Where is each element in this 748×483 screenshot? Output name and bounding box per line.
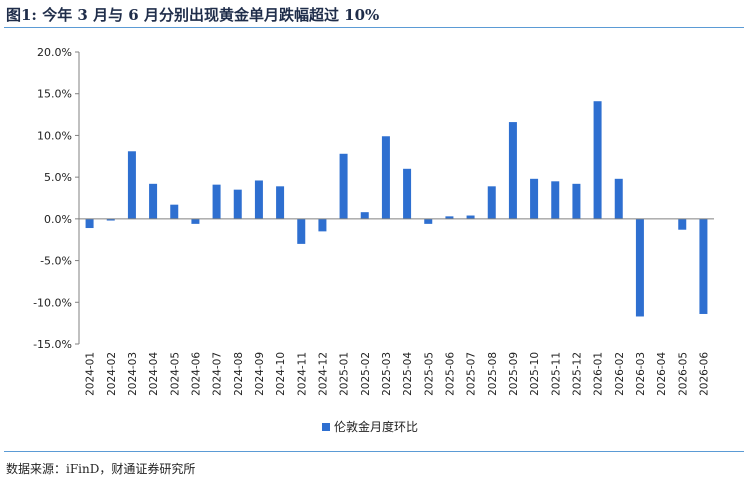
bar (635, 218, 644, 317)
x-tick-label: 2026-04 (656, 352, 668, 396)
y-tick-label: -15.0% (33, 338, 72, 351)
bar (445, 216, 454, 219)
x-tick-label: 2024-11 (296, 352, 308, 396)
bar (360, 212, 369, 219)
x-tick-label: 2024-07 (212, 352, 224, 396)
y-axis: 20.0% 15.0% 10.0% 5.0% 0.0% -5.0% -10.0% -15.0% (33, 46, 80, 351)
legend-label: 伦敦金月度环比 (334, 420, 419, 434)
x-tick-label: 2024-06 (190, 352, 202, 396)
page-title: 图1: 今年 3 月与 6 月分别出现黄金单月跌幅超过 10% (6, 6, 380, 24)
bar (614, 178, 623, 219)
x-tick-label: 2024-01 (85, 352, 97, 396)
x-tick-label: 2025-05 (423, 352, 435, 396)
bar (212, 184, 221, 219)
bar (297, 218, 306, 244)
y-tick-label: 10.0% (37, 129, 72, 142)
bar (699, 218, 708, 314)
x-tick-label: 2026-03 (635, 352, 647, 396)
x-tick-label: 2025-10 (529, 352, 541, 396)
x-tick-label: 2024-03 (127, 352, 139, 396)
x-tick-label: 2024-02 (106, 352, 118, 396)
bar (191, 218, 200, 224)
x-tick-label: 2026-01 (593, 352, 605, 396)
bar (233, 189, 242, 219)
bar (254, 180, 263, 219)
bar (466, 215, 475, 219)
bar (85, 218, 94, 229)
x-tick-label: 2025-07 (466, 352, 478, 396)
bars (85, 101, 708, 317)
x-axis: 2024-01 2024-02 2024-03 2024-04 2024-05 2024-… (79, 218, 714, 396)
y-tick-label: -5.0% (40, 255, 72, 268)
x-tick-label: 2025-08 (487, 352, 499, 396)
x-tick-label: 2024-12 (317, 352, 329, 396)
bar (170, 204, 179, 219)
y-tick-label: 15.0% (37, 88, 72, 101)
bottom-divider (4, 451, 744, 452)
bar (508, 122, 517, 219)
x-tick-label: 2025-11 (550, 352, 562, 396)
x-tick-label: 2026-05 (677, 352, 689, 396)
bar (593, 101, 602, 219)
x-tick-label: 2024-05 (169, 352, 181, 396)
bar (572, 183, 581, 219)
bar (276, 186, 285, 219)
y-tick-label: 20.0% (37, 46, 72, 59)
x-tick-label: 2025-01 (339, 352, 351, 396)
y-tick-label: 0.0% (44, 213, 72, 226)
x-tick-label: 2024-08 (233, 352, 245, 396)
bar (403, 168, 412, 219)
x-tick-label: 2025-06 (444, 352, 456, 396)
x-tick-label: 2024-10 (275, 352, 287, 396)
top-divider (4, 27, 744, 28)
x-tick-label: 2024-09 (254, 352, 266, 396)
bar (339, 153, 348, 219)
bar (106, 218, 115, 221)
x-tick-label: 2025-04 (402, 352, 414, 396)
source-note: 数据来源：iFinD，财通证券研究所 (6, 462, 196, 476)
x-tick-label: 2026-02 (614, 352, 626, 396)
bar (318, 218, 327, 232)
y-tick-label: -10.0% (33, 296, 72, 309)
x-tick-label: 2025-03 (381, 352, 393, 396)
bar (530, 178, 539, 219)
x-tick-label: 2025-09 (508, 352, 520, 396)
x-tick-label: 2025-02 (360, 352, 372, 396)
bar (551, 181, 560, 219)
bar (424, 218, 433, 224)
bar (381, 136, 390, 219)
bar (487, 186, 496, 219)
y-tick-label: 5.0% (44, 171, 72, 184)
x-tick-label: 2026-06 (698, 352, 710, 396)
x-tick-label: 2024-04 (148, 352, 160, 396)
bar (149, 183, 158, 219)
legend-swatch (322, 422, 330, 431)
legend: 伦敦金月度环比 (322, 418, 418, 435)
bar (678, 218, 687, 230)
x-tick-label: 2025-12 (571, 352, 583, 396)
bar (127, 151, 136, 219)
